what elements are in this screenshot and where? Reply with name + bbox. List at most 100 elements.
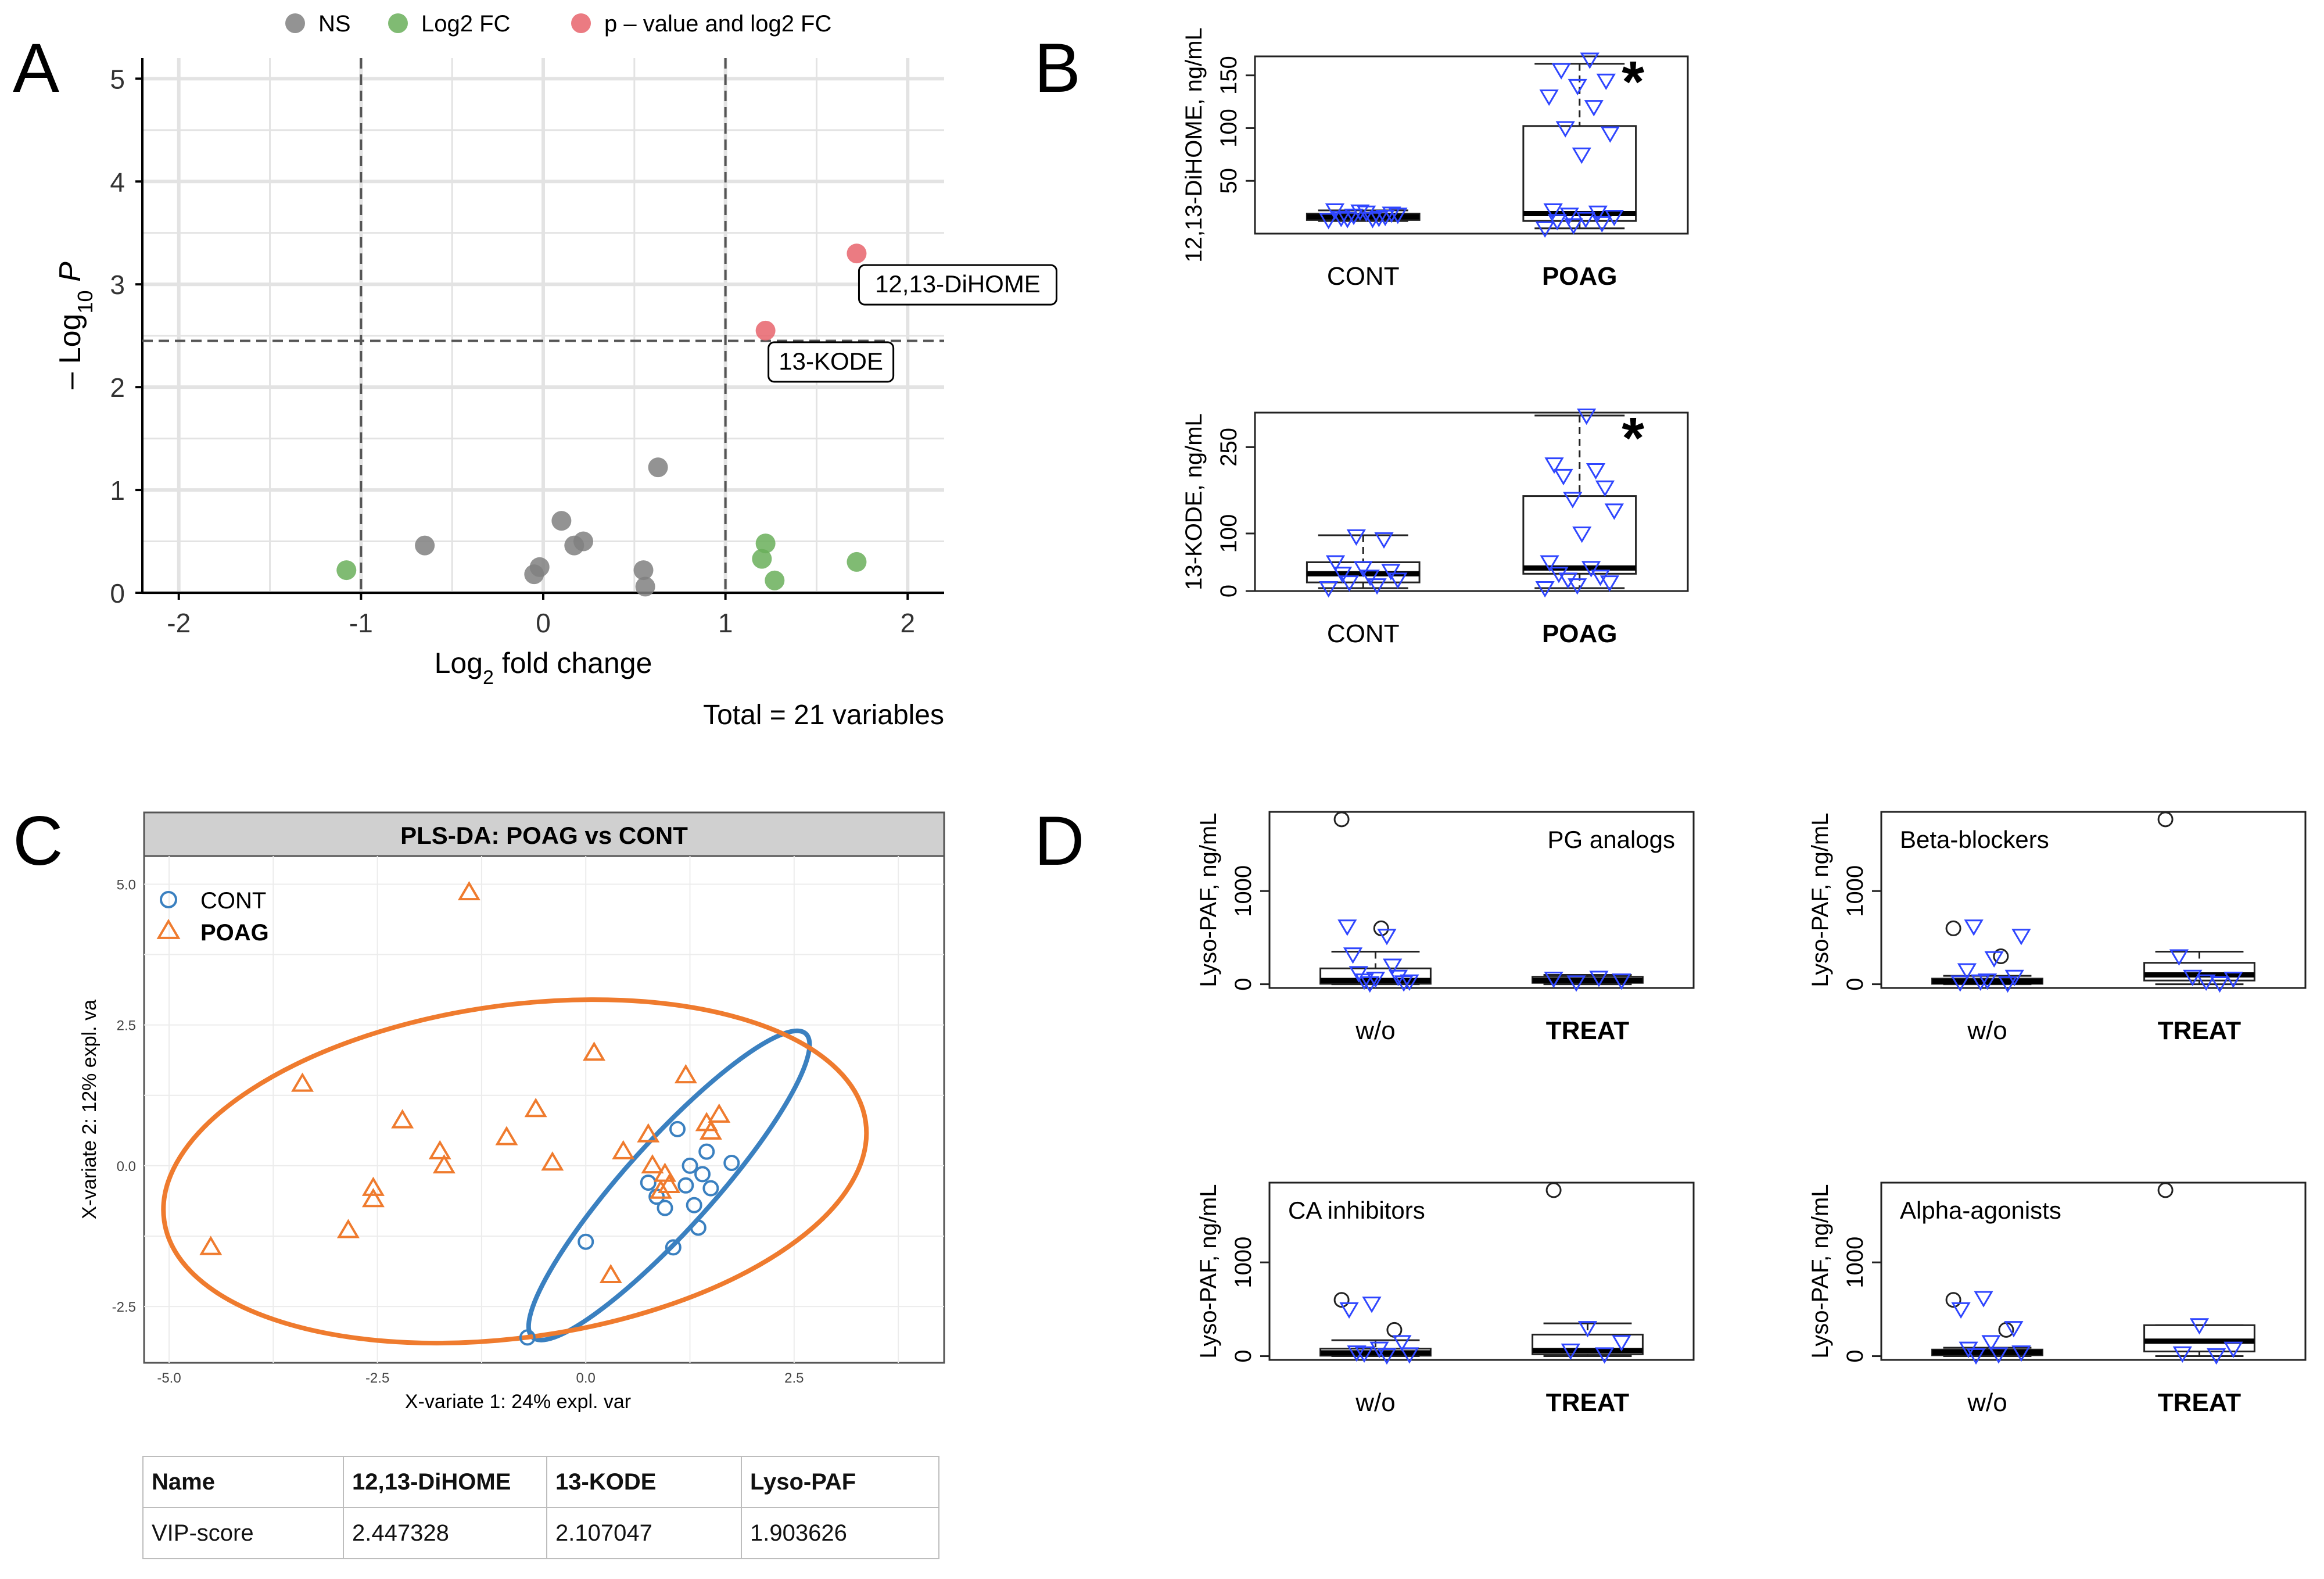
data-point [1612,973,1631,990]
y-tick-label: 1000 [1231,1237,1256,1288]
data-point [1535,581,1555,598]
category-label: POAG [1542,262,1618,291]
cont-point [640,1174,657,1191]
data-point [1580,52,1599,69]
legend-label: NS [318,11,351,37]
data-point [1588,205,1608,222]
category-label: CONT [1327,262,1400,291]
data-point [635,577,655,597]
data-point [1362,212,1383,228]
plot-frame [1880,811,2307,989]
data-point [1971,974,1991,991]
lyso-beta-boxplot: 0 1000 Lyso-PAF, ng/mL w/o TREAT Beta-blocker… [1807,811,2307,1045]
data-point [2196,974,2216,991]
cont-point [519,1329,536,1346]
box [1522,495,1637,575]
y-tick-label: 0.0 [117,1159,136,1175]
data-point [1977,973,1997,990]
y-axis-title: X-variate 2: 12% expl. va [78,1000,101,1219]
table-cell: VIP-score [142,1507,344,1559]
category-label: CONT [1327,620,1400,648]
data-point [2183,969,2203,987]
y-tick-label: 1000 [1231,865,1256,917]
lyso-alpha-boxplot: 0 1000 Lyso-PAF, ng/mL w/o TREAT Alpha-agonis… [1807,1181,2307,1417]
caption: Total = 21 variables [703,700,944,731]
cont-point [690,1219,706,1236]
data-point [1539,89,1559,106]
category-label: w/o [1967,1388,2007,1417]
data-point [1325,555,1346,572]
poag-point [641,1154,664,1174]
data-point [755,534,776,554]
table-header-row: Name 12,13-DiHOME 13-KODE Lyso-PAF [142,1456,939,1508]
poag-point [291,1072,314,1092]
y-axis-title: 13-KODE, ng/mL [1181,413,1207,590]
data-point [1551,63,1571,80]
data-point [1989,1347,2009,1364]
table-cell: Lyso-PAF [741,1456,939,1508]
data-point [2172,1346,2192,1363]
plot-frame [1254,411,1689,592]
data-point [1325,203,1345,220]
data-point [2207,1348,2226,1365]
category-label: TREAT [2158,1016,2241,1045]
data-point [1332,567,1353,583]
point-label-box [768,341,895,383]
data-point [1547,214,1567,231]
lyso-pg-boxplot: 0 1000 Lyso-PAF, ng/mL w/o TREAT PG analogs [1196,811,1695,1045]
data-point [1561,1343,1580,1360]
data-point [1353,561,1373,578]
poag-ellipse [161,997,869,1346]
poag-point [457,881,480,901]
data-point [1343,947,1363,964]
y-axis-title: Lyso-PAF, ng/mL [1196,1184,1221,1358]
data-point [1964,919,1984,936]
x-tick-label: 2 [900,608,915,638]
x-tick-label: -2 [167,608,191,638]
inset-title: PG analogs [1548,826,1675,853]
data-point [1381,564,1401,581]
data-point [1374,532,1394,549]
poag-point [583,1041,606,1061]
legend-swatch [388,13,408,33]
data-point [1604,209,1624,227]
data-point [2210,976,2230,993]
data-point [1576,212,1595,228]
data-point [1382,206,1401,223]
table-row: VIP-score 2.447328 2.107047 1.903626 [142,1507,939,1559]
outlier-point [1545,1182,1562,1198]
data-point [1563,492,1583,509]
outlier-point [1945,1292,1961,1308]
y-tick-label: 0 [1231,978,1256,990]
data-point [1590,570,1611,586]
poag-point [199,1236,223,1255]
y-tick-label: 1000 [1842,865,1868,917]
data-point [1581,561,1601,578]
poag-point [428,1140,451,1159]
panel-labels: A B C D [13,29,1085,880]
data-point [2223,971,2243,989]
x-tick-label: 0 [536,608,551,638]
lyso-ca-boxplot: 0 1000 Lyso-PAF, ng/mL w/o TREAT CA inhibitor… [1196,1181,1695,1417]
table-cell: Name [142,1456,344,1508]
data-point [573,531,593,552]
data-point [1362,1297,1382,1313]
plot-frame [1880,1181,2307,1361]
data-point [1950,975,1970,992]
y-tick-label: 100 [1216,514,1242,553]
data-point [847,552,867,572]
point-label: 12,13-DiHOME [875,270,1041,298]
y-tick-label: 3 [110,270,125,300]
poag-point [391,1109,414,1129]
data-point [1331,210,1351,228]
poag-point [612,1140,635,1159]
data-point [1589,971,1609,987]
data-point [1974,1291,1993,1308]
cont-point [657,1200,673,1216]
y-tick-label: 0 [1842,1349,1868,1362]
cont-point [677,1177,694,1194]
data-point [1339,575,1360,592]
category-label: w/o [1355,1016,1395,1045]
plot-frame [1254,55,1689,235]
data-point [1595,480,1615,497]
